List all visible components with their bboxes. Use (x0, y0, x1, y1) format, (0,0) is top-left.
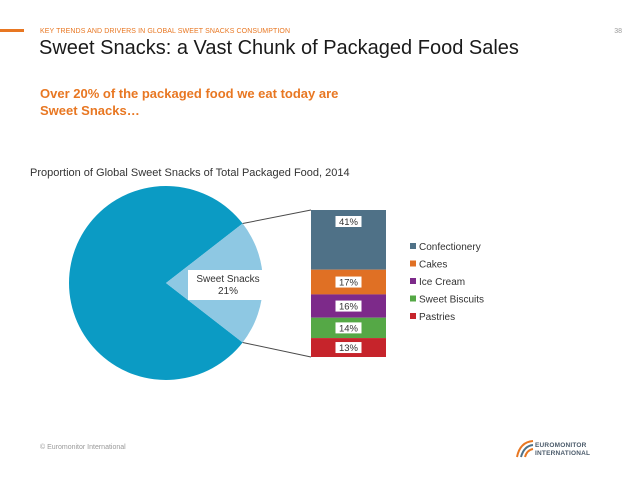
logo-line-2: INTERNATIONAL (535, 449, 591, 457)
slide-subtitle: Over 20% of the packaged food we eat tod… (40, 86, 339, 118)
bar-label-box-ice-cream (335, 300, 362, 312)
bar-label-sweet-biscuits: 14% (339, 323, 359, 334)
legend-label-sweet-biscuits: Sweet Biscuits (419, 295, 484, 306)
logo-line-1: EUROMONITOR (535, 442, 587, 449)
legend-label-ice-cream: Ice Cream (419, 277, 465, 288)
bar-label-cakes: 17% (339, 278, 359, 289)
pie-label-name: Sweet Snacks (196, 274, 259, 285)
connector-line-bottom (242, 341, 312, 358)
slide-title: Sweet Snacks: a Vast Chunk of Packaged F… (39, 37, 519, 59)
legend-label-cakes: Cakes (419, 260, 447, 271)
legend-swatch-sweet-biscuits (410, 295, 416, 302)
bar-label-box-confectionery (335, 216, 362, 227)
bar-label-box-cakes (335, 276, 362, 288)
pie-label-value: 21% (218, 286, 238, 297)
legend-swatch-confectionery (410, 243, 416, 249)
chart-title: Proportion of Global Sweet Snacks of Tot… (30, 167, 350, 179)
bar-label-pastries: 13% (339, 343, 359, 354)
legend-label-pastries: Pastries (419, 312, 455, 323)
bar-label-ice-cream: 16% (339, 302, 359, 313)
legend-swatch-pastries (410, 313, 416, 319)
bar-label-box-sweet-biscuits (335, 322, 362, 334)
legend-swatch-ice-cream (410, 278, 416, 284)
connector-line-top (242, 209, 312, 225)
legend-swatch-cakes (410, 260, 416, 267)
pie-label-box (188, 270, 268, 300)
bar-label-box-pastries (335, 342, 362, 354)
section-label: KEY TRENDS AND DRIVERS IN GLOBAL SWEET S… (40, 28, 291, 35)
page-number: 38 (614, 28, 622, 35)
header-accent-bar (0, 29, 24, 32)
legend-label-confectionery: Confectionery (419, 242, 481, 253)
euromonitor-logo: EUROMONITOR INTERNATIONAL (516, 440, 616, 460)
logo-text: EUROMONITOR INTERNATIONAL (535, 442, 590, 457)
logo-mark-icon (516, 440, 534, 458)
footer-copyright: © Euromonitor International (40, 444, 126, 451)
bar-label-confectionery: 41% (339, 217, 359, 228)
pie-slice-other (69, 186, 243, 381)
